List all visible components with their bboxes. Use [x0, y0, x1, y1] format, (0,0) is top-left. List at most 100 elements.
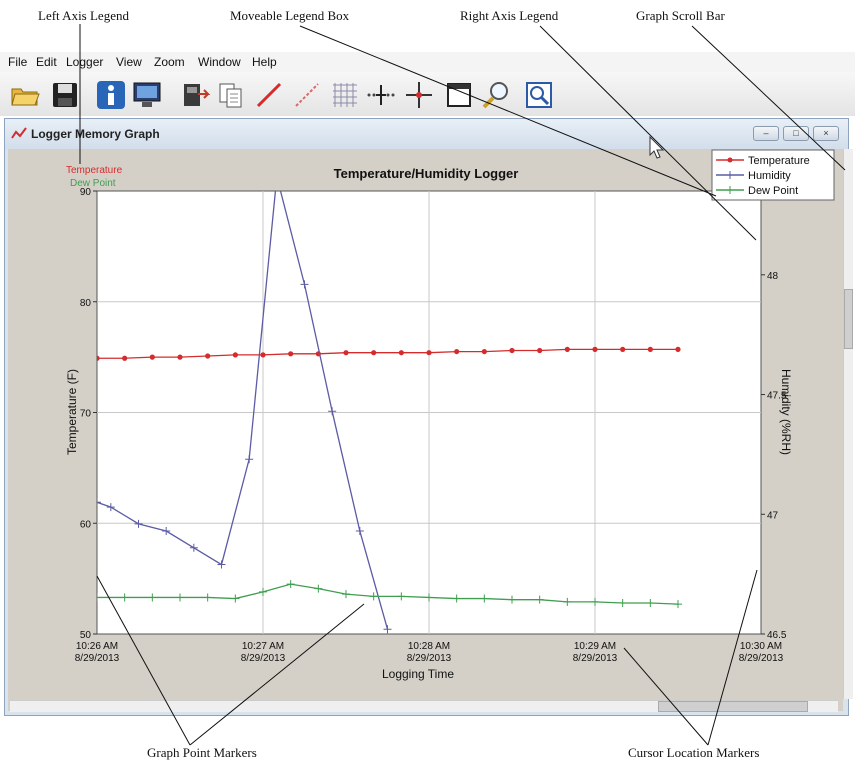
left-tick-label: 80	[80, 298, 92, 309]
point-marker-dewpoint	[397, 592, 406, 601]
x-tick-time: 10:26 AM	[76, 641, 118, 652]
chart-title: Temperature/Humidity Logger	[334, 166, 519, 181]
graph-horizontal-scrollbar[interactable]	[10, 700, 838, 712]
point-marker-humidity	[383, 625, 392, 634]
left-axis-legend-temperature: Temperature	[66, 165, 123, 176]
point-marker-humidity	[300, 280, 309, 289]
point-marker-humidity	[106, 503, 115, 512]
point-marker-dewpoint	[618, 598, 627, 607]
x-tick-date: 8/29/2013	[739, 653, 784, 664]
menu-edit[interactable]: Edit	[36, 55, 57, 69]
callout-leader-lines	[79, 24, 846, 746]
series-layer	[97, 173, 682, 634]
point-marker-dewpoint	[259, 587, 267, 596]
left-tick-label: 50	[80, 630, 92, 641]
window-titlebar[interactable]: Logger Memory Graph – □ ×	[5, 119, 848, 149]
menu-bar: File Edit Logger View Zoom Window Help	[0, 52, 855, 72]
legend-dewpoint-label: Dew Point	[748, 185, 798, 197]
info-icon[interactable]	[96, 80, 126, 110]
point-marker-humidity	[97, 498, 101, 507]
point-marker-humidity	[273, 173, 281, 181]
x-axis-label: Logging Time	[382, 667, 454, 681]
x-tick-time: 10:29 AM	[574, 641, 616, 652]
right-tick-label: 48	[767, 271, 779, 282]
grid-icon[interactable]	[330, 80, 360, 110]
point-marker-humidity	[134, 519, 143, 528]
point-marker-dewpoint	[535, 595, 544, 604]
x-tick-date: 8/29/2013	[573, 653, 618, 664]
point-marker-temperature	[564, 346, 570, 352]
legend-dewpoint-marker	[726, 186, 734, 194]
point-marker-temperature	[343, 350, 349, 356]
point-marker-dewpoint	[97, 593, 101, 602]
point-marker-dewpoint	[508, 595, 516, 604]
minimize-button[interactable]: –	[753, 126, 779, 141]
horizontal-scroll-thumb[interactable]	[658, 701, 808, 712]
open-icon[interactable]	[10, 80, 40, 110]
right-tick-label: 47.5	[767, 391, 787, 402]
save-icon[interactable]	[50, 80, 80, 110]
legend-humidity-label: Humidity	[748, 170, 791, 182]
x-tick-date: 8/29/2013	[407, 653, 452, 664]
point-marker-dewpoint	[480, 594, 489, 603]
right-axis-label: Humidity (%RH)	[779, 369, 793, 455]
line-red-icon[interactable]	[254, 80, 284, 110]
crosshair-icon[interactable]	[404, 80, 434, 110]
point-marker-temperature	[647, 346, 653, 352]
right-tick-label: 46.5	[767, 630, 787, 641]
point-marker-humidity	[162, 527, 171, 536]
left-tick-label: 70	[80, 409, 92, 420]
point-marker-temperature	[205, 353, 211, 359]
legend-temperature-label: Temperature	[748, 155, 810, 167]
vertical-scroll-thumb[interactable]	[844, 289, 853, 349]
point-marker-temperature	[454, 348, 460, 355]
copy-icon[interactable]	[216, 80, 246, 110]
monitor-icon[interactable]	[132, 80, 162, 110]
left-tick-label: 90	[80, 187, 92, 198]
point-marker-humidity	[245, 455, 254, 464]
legend-temperature-marker	[727, 157, 733, 163]
point-marker-dewpoint	[342, 590, 350, 599]
point-marker-dewpoint	[674, 600, 682, 609]
series-line-humidity	[97, 191, 389, 630]
point-marker-dewpoint	[591, 597, 599, 606]
legend-humidity-marker	[726, 171, 734, 179]
point-marker-temperature	[481, 348, 487, 355]
menu-window[interactable]: Window	[198, 55, 241, 69]
point-marker-humidity	[355, 527, 364, 536]
point-marker-temperature	[592, 346, 598, 352]
point-marker-dewpoint	[369, 592, 378, 601]
menu-logger[interactable]: Logger	[66, 55, 104, 69]
point-marker-humidity	[328, 407, 337, 416]
cursor-dots-icon[interactable]	[366, 80, 396, 110]
moveable-legend-box[interactable]: Temperature Humidity Dew Point	[711, 149, 835, 201]
point-marker-dewpoint	[203, 593, 212, 602]
point-marker-temperature	[620, 346, 626, 352]
point-marker-temperature	[371, 350, 377, 356]
toolbar	[0, 72, 855, 116]
line-dashed-icon[interactable]	[292, 80, 322, 110]
menu-help[interactable]: Help	[252, 55, 277, 69]
point-marker-dewpoint	[314, 584, 323, 593]
x-tick-date: 8/29/2013	[241, 653, 286, 664]
menu-zoom[interactable]: Zoom	[154, 55, 185, 69]
series-line-dewpoint	[97, 583, 679, 605]
point-marker-temperature	[232, 352, 238, 358]
graph-vertical-scrollbar[interactable]	[843, 149, 853, 699]
point-marker-temperature	[149, 354, 155, 360]
point-marker-dewpoint	[120, 593, 129, 602]
point-marker-dewpoint	[176, 593, 184, 602]
series-line-temperature	[97, 348, 678, 359]
point-marker-temperature	[122, 355, 128, 361]
menu-view[interactable]: View	[116, 55, 142, 69]
export-icon[interactable]	[180, 80, 210, 110]
zoom-fit-icon[interactable]	[524, 80, 554, 110]
menu-file[interactable]: File	[8, 55, 28, 69]
mouse-pointer-icon	[649, 135, 665, 159]
x-tick-time: 10:27 AM	[242, 641, 284, 652]
point-marker-dewpoint	[231, 594, 240, 603]
close-button[interactable]: ×	[813, 126, 839, 141]
point-marker-temperature	[398, 350, 404, 356]
